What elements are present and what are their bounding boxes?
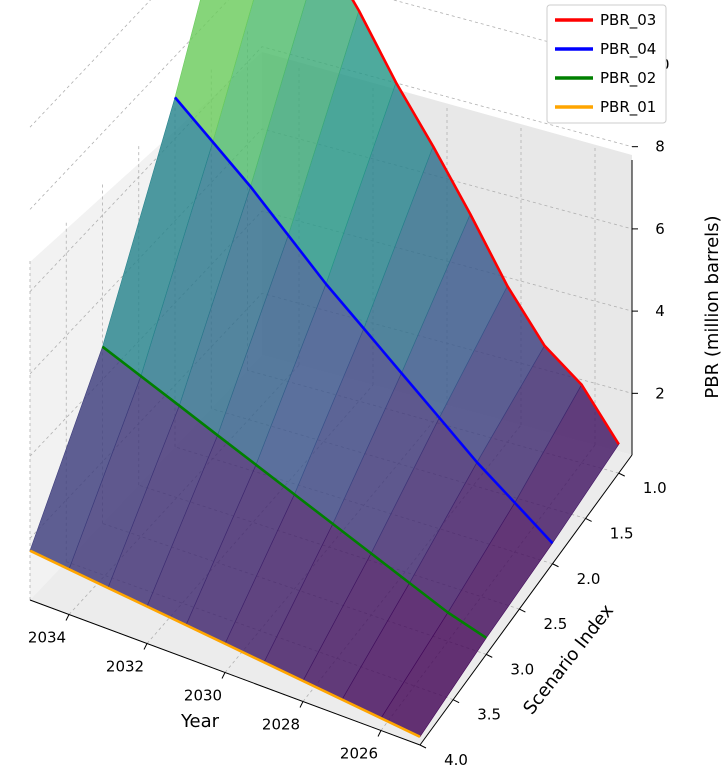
y-tick-mark (519, 608, 526, 613)
y-tick-label: 2.0 (577, 570, 601, 588)
series-line-pbr-02 (101, 345, 488, 639)
legend: PBR_03 PBR_04 PBR_02 PBR_01 (546, 4, 667, 124)
x-tick-mark (65, 614, 70, 621)
y-tick-mark (452, 699, 460, 704)
y-axis-line (419, 454, 633, 746)
z-tick-label: 2 (655, 384, 665, 402)
y-tick-mark (419, 744, 427, 749)
y-tick-mark (585, 517, 592, 522)
x-tick-label: 2028 (262, 716, 300, 734)
y-tick-label: 1.0 (643, 479, 667, 497)
z-tick-label: 8 (655, 138, 665, 156)
x-axis-line (29, 599, 421, 746)
x-tick-label: 2034 (28, 629, 66, 647)
x-tick-label: 2026 (340, 745, 378, 763)
y-tick-label: 3.5 (477, 706, 501, 724)
z-tick-label: 6 (655, 220, 665, 238)
x-tick-label: 2030 (184, 687, 222, 705)
z-axis-label: PBR (million barrels) (702, 215, 723, 398)
legend-label: PBR_04 (600, 40, 656, 59)
y-tick-label: 4.0 (444, 751, 468, 767)
legend-label: PBR_02 (600, 69, 656, 88)
series-lines (29, 0, 620, 738)
z-tick-label: 4 (655, 302, 665, 320)
surface (29, 0, 620, 738)
x-tick-mark (221, 672, 226, 679)
x-tick-mark (299, 701, 304, 708)
x-axis-label: Year (180, 711, 220, 732)
y-tick-mark (618, 472, 625, 477)
series-line-pbr-01 (29, 549, 421, 738)
y-tick-label: 3.0 (510, 660, 534, 678)
y-tick-label: 2.5 (543, 615, 567, 633)
y-tick-mark (486, 653, 493, 658)
x-tick-mark (143, 643, 148, 650)
x-tick-label: 2032 (106, 658, 144, 676)
series-line-pbr-04 (174, 96, 554, 545)
x-tick-mark (377, 730, 382, 737)
series-line-pbr-03 (351, 0, 620, 445)
y-tick-label: 1.5 (610, 524, 634, 542)
legend-label: PBR_01 (600, 98, 656, 117)
axis-ticks: 2026 2028 2030 2032 2034 1.0 1.5 2.0 2.5 3.0 3.5 4.… (28, 55, 670, 767)
y-tick-mark (552, 563, 559, 568)
legend-frame (546, 4, 667, 124)
legend-label: PBR_03 (600, 11, 656, 30)
